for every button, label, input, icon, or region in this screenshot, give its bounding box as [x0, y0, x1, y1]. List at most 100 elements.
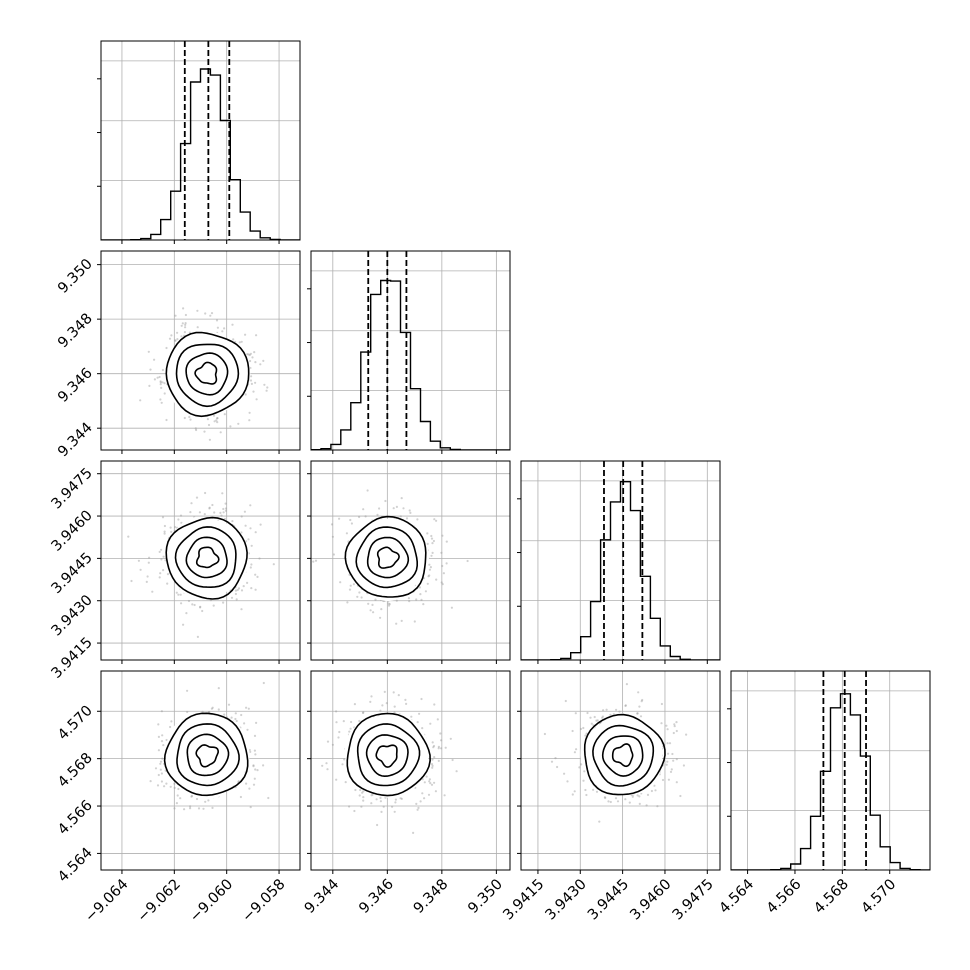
- x-tick-label-param1-2: 9.348: [411, 876, 452, 917]
- panel-3-2-plot: [521, 671, 720, 870]
- scatter-point-3-2-359: [624, 704, 627, 707]
- scatter-point-2-0-435: [221, 492, 224, 495]
- panel-3-2-frame: [520, 670, 721, 871]
- scatter-point-3-2-4: [675, 729, 678, 733]
- scatter-point-1-0-325: [244, 393, 247, 396]
- scatter-point-3-2-465: [666, 742, 669, 745]
- scatter-point-3-2-250: [573, 790, 576, 793]
- scatter-point-3-0-507: [249, 806, 252, 809]
- scatter-point-2-0-210: [177, 518, 180, 521]
- scatter-point-2-1-453: [441, 583, 444, 586]
- scatter-point-3-2-219: [672, 731, 675, 735]
- scatter-point-3-1-335: [433, 703, 436, 706]
- scatter-point-2-1-380: [445, 540, 448, 543]
- scatter-point-3-1-261: [429, 782, 432, 785]
- scatter-point-2-0-215: [224, 502, 227, 505]
- scatter-point-1-0-362: [237, 422, 240, 425]
- scatter-point-2-1-43: [349, 518, 352, 522]
- scatter-point-3-2-455: [638, 705, 641, 708]
- y-tick-label-param2-0: 3.9415: [49, 635, 96, 682]
- scatter-point-3-1-85: [361, 711, 365, 715]
- scatter-point-3-0-359: [254, 753, 257, 756]
- scatter-point-3-0-81: [262, 764, 265, 767]
- scatter-point-3-1-426: [420, 697, 423, 701]
- scatter-point-3-0-494: [183, 808, 186, 811]
- scatter-point-2-0-55: [247, 538, 250, 541]
- scatter-point-3-0-422: [173, 786, 176, 790]
- scatter-point-2-0-497: [240, 515, 243, 518]
- scatter-point-2-0-200: [182, 623, 185, 626]
- scatter-point-3-1-303: [361, 791, 364, 794]
- scatter-point-2-0-218: [189, 510, 192, 514]
- scatter-point-1-0-111: [249, 352, 252, 355]
- scatter-point-3-1-419: [337, 736, 340, 739]
- scatter-point-3-2-202: [679, 794, 682, 798]
- scatter-point-3-1-361: [379, 800, 382, 803]
- scatter-point-3-2-470: [609, 800, 612, 804]
- scatter-point-3-0-509: [154, 767, 158, 770]
- contour-3-0-1: [176, 723, 240, 787]
- scatter-point-3-1-151: [404, 698, 407, 702]
- panel-0-0-frame: [100, 40, 301, 241]
- x-tick-label-param2-3: 3.9460: [627, 876, 674, 923]
- panel-3-1-frame: [310, 670, 511, 871]
- scatter-point-3-1-70: [362, 790, 365, 793]
- scatter-point-1-0-498: [265, 389, 268, 392]
- scatter-point-3-2-513: [609, 713, 612, 716]
- scatter-point-2-0-265: [145, 580, 148, 584]
- scatter-point-2-0-269: [254, 588, 257, 591]
- scatter-point-3-2-206: [660, 702, 664, 706]
- scatter-point-2-0-17: [240, 589, 244, 592]
- scatter-point-3-0-1: [165, 738, 168, 742]
- scatter-point-2-1-297: [466, 559, 469, 563]
- scatter-point-1-0-294: [189, 418, 192, 421]
- scatter-point-1-0-263: [246, 353, 249, 356]
- scatter-point-2-1-295: [358, 515, 361, 519]
- scatter-point-3-0-217: [190, 795, 193, 798]
- scatter-point-2-1-245: [350, 522, 353, 525]
- scatter-point-1-0-64: [149, 368, 152, 371]
- y-tick-label-param1-1: 9.346: [55, 365, 96, 406]
- contour-3-2-3: [611, 743, 634, 768]
- scatter-point-3-0-34: [159, 760, 163, 763]
- scatter-point-3-0-455: [186, 710, 189, 714]
- scatter-point-3-1-217: [358, 794, 361, 797]
- scatter-point-1-0-71: [204, 312, 207, 315]
- scatter-point-2-0-84: [230, 596, 234, 599]
- scatter-point-1-0-185: [252, 390, 255, 393]
- scatter-point-3-1-215: [432, 744, 436, 748]
- scatter-point-3-1-89: [431, 766, 434, 769]
- scatter-point-3-2-249: [585, 732, 588, 735]
- contour-3-2-1: [592, 724, 655, 787]
- scatter-point-3-1-501: [443, 794, 446, 797]
- scatter-point-3-1-269: [421, 727, 424, 730]
- scatter-point-1-0-343: [174, 314, 177, 317]
- scatter-point-3-1-207: [444, 746, 447, 749]
- scatter-point-2-0-288: [162, 569, 165, 572]
- scatter-point-3-1-184: [370, 794, 373, 797]
- scatter-point-3-2-334: [667, 752, 670, 755]
- scatter-point-1-0-118: [176, 338, 179, 341]
- scatter-point-3-2-68: [641, 698, 644, 702]
- scatter-point-3-0-412: [157, 773, 160, 777]
- scatter-point-3-1-235: [393, 810, 396, 813]
- scatter-point-1-0-494: [188, 415, 191, 419]
- scatter-point-3-1-174: [431, 741, 434, 744]
- contour-3-1-1: [356, 723, 421, 787]
- y-tick-label-param3-3: 4.570: [55, 703, 96, 744]
- scatter-point-1-0-45: [183, 416, 186, 420]
- scatter-point-3-0-255: [267, 796, 270, 800]
- scatter-point-3-0-268: [217, 708, 220, 711]
- scatter-point-3-1-205: [382, 805, 385, 808]
- scatter-point-1-0-101: [210, 312, 214, 315]
- scatter-point-3-2-252: [645, 804, 648, 807]
- scatter-point-2-1-388: [400, 619, 403, 623]
- x-tick-label-param0-1: −9.062: [135, 876, 184, 925]
- scatter-point-2-1-76: [413, 620, 416, 623]
- scatter-point-2-0-191: [193, 603, 196, 607]
- scatter-point-2-1-98: [395, 622, 398, 625]
- scatter-point-3-2-438: [624, 704, 627, 708]
- scatter-point-3-1-5: [423, 797, 426, 800]
- scatter-point-3-2-450: [669, 770, 673, 774]
- scatter-point-3-2-385: [596, 719, 599, 722]
